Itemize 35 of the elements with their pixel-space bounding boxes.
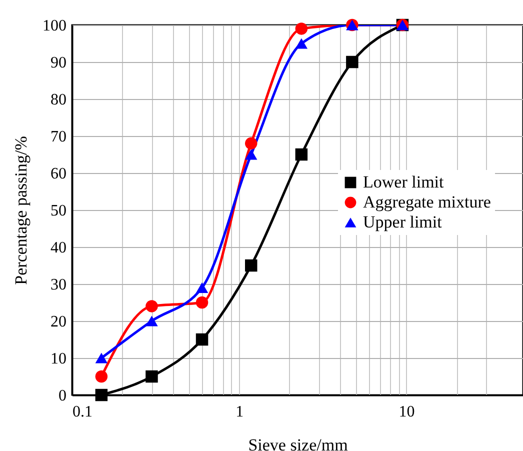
point [346,56,358,68]
point [146,300,158,312]
point [196,296,208,309]
point [146,370,158,383]
y-tick-label: 60 [50,166,66,182]
point [244,259,258,272]
legend-label: Lower limit [363,172,444,192]
point [196,282,208,294]
y-tick-label: 80 [50,92,66,108]
y-tick-label: 90 [50,54,66,72]
y-tick-label: 10 [50,350,66,368]
y-tick-label: 70 [50,128,66,146]
x-tick-label: 10 [398,404,415,420]
x-tick-label: 1 [236,404,244,420]
point [295,38,308,49]
point [95,352,108,364]
y-axis-title: Percentage passing/% [12,136,30,285]
y-tick-label: 50 [50,202,66,220]
legend-label: Upper limit [363,212,442,232]
point [244,137,258,150]
point [95,370,108,383]
point [295,22,308,35]
y-tick-label: 100 [42,18,66,34]
point [196,333,208,346]
point [295,148,308,161]
point [146,316,158,326]
point [95,388,108,402]
y-tick-label: 30 [50,276,66,294]
y-tick-label: 40 [50,240,66,256]
y-tick-label: 0 [58,388,66,404]
x-axis-title: Sieve size/mm [248,436,348,451]
point [244,149,258,160]
legend-label: Aggregate mixture [363,192,491,212]
x-tick-label: 0.1 [72,404,92,420]
y-tick-label: 20 [50,314,66,330]
